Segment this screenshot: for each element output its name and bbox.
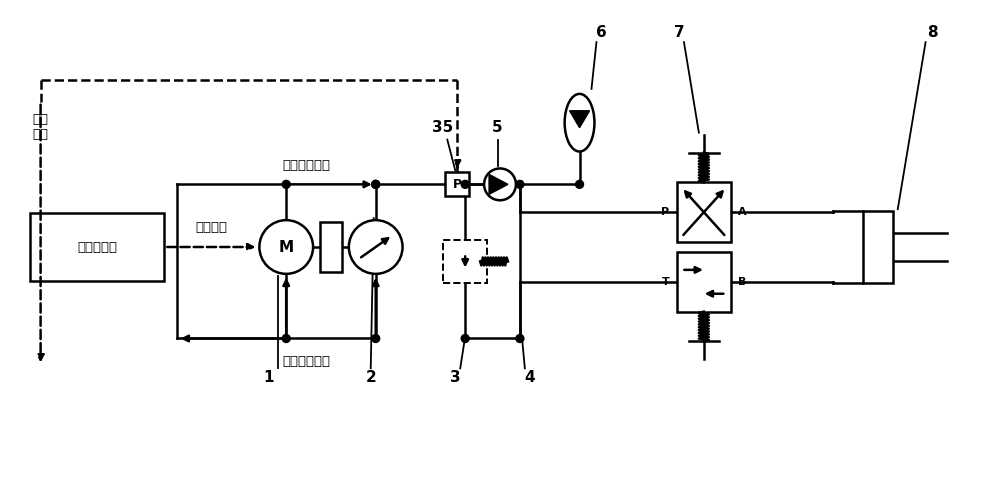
Ellipse shape bbox=[565, 94, 594, 152]
Bar bbox=[863, 211, 893, 283]
Text: 1: 1 bbox=[263, 370, 274, 385]
Bar bbox=[320, 222, 342, 272]
Circle shape bbox=[461, 334, 469, 342]
Text: A: A bbox=[738, 207, 747, 217]
Text: P: P bbox=[661, 207, 670, 217]
Circle shape bbox=[349, 220, 403, 274]
Bar bbox=[677, 182, 731, 242]
Text: 指令信号: 指令信号 bbox=[195, 221, 227, 234]
Text: 6: 6 bbox=[596, 25, 607, 40]
Bar bbox=[30, 213, 164, 281]
Text: M: M bbox=[279, 240, 294, 254]
Text: 机载控制器: 机载控制器 bbox=[77, 241, 117, 253]
Circle shape bbox=[372, 180, 380, 188]
Bar bbox=[445, 172, 469, 196]
Circle shape bbox=[516, 180, 524, 188]
Text: 压力
信号: 压力 信号 bbox=[33, 113, 49, 141]
Text: 8: 8 bbox=[927, 25, 938, 40]
Text: 35: 35 bbox=[432, 120, 453, 135]
Circle shape bbox=[484, 168, 516, 200]
Text: 5: 5 bbox=[492, 120, 502, 135]
Bar bbox=[452, 248, 478, 274]
Circle shape bbox=[576, 180, 584, 188]
Text: 2: 2 bbox=[365, 370, 376, 385]
Text: 机载油笹供油: 机载油笹供油 bbox=[282, 160, 330, 172]
Circle shape bbox=[461, 180, 469, 188]
Circle shape bbox=[516, 334, 524, 342]
Polygon shape bbox=[489, 174, 508, 194]
Text: T: T bbox=[662, 277, 670, 287]
Text: 4: 4 bbox=[525, 370, 535, 385]
Circle shape bbox=[372, 334, 380, 342]
Bar bbox=[443, 240, 487, 283]
Text: B: B bbox=[738, 277, 747, 287]
Text: 3: 3 bbox=[450, 370, 461, 385]
Polygon shape bbox=[570, 111, 589, 127]
Circle shape bbox=[259, 220, 313, 274]
Circle shape bbox=[282, 334, 290, 342]
Text: 7: 7 bbox=[674, 25, 684, 40]
Text: P: P bbox=[453, 178, 462, 191]
Circle shape bbox=[282, 180, 290, 188]
Text: 机载油笹回油: 机载油笹回油 bbox=[282, 355, 330, 369]
Circle shape bbox=[372, 180, 380, 188]
Bar bbox=[677, 252, 731, 312]
